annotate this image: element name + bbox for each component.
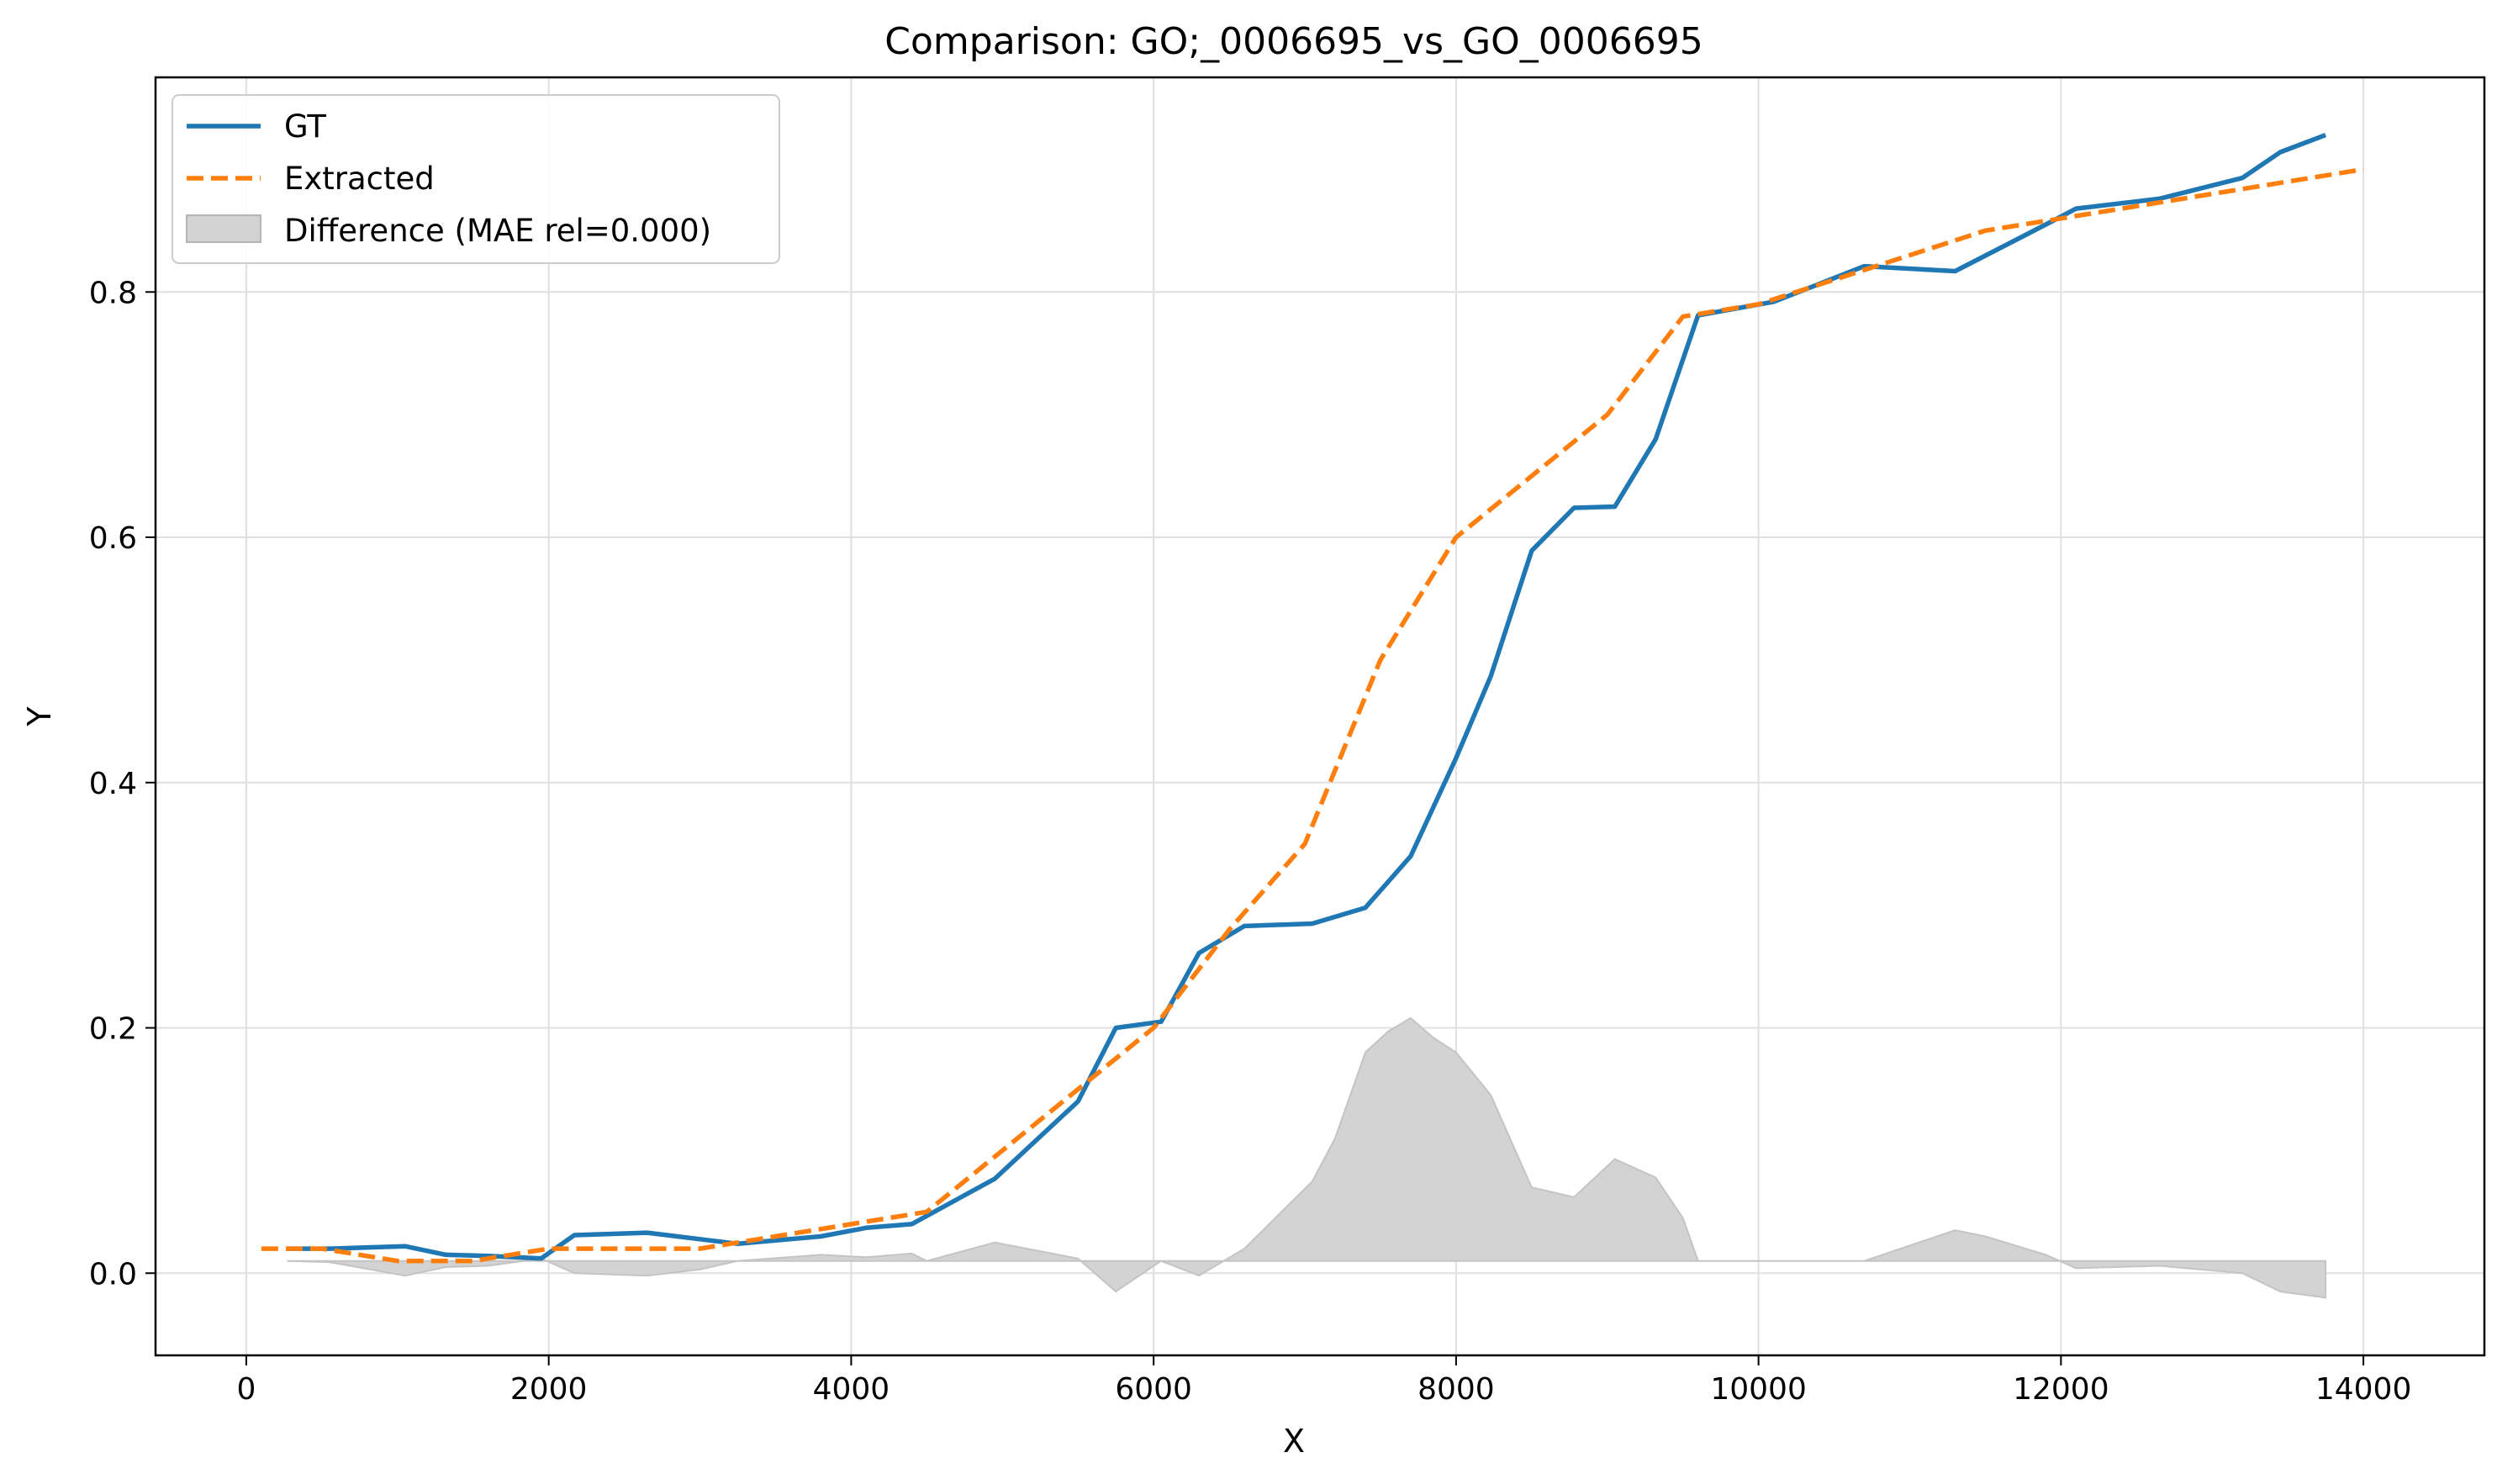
legend: GT Extracted Difference (MAE rel=0.000)	[172, 94, 780, 264]
x-tick-label: 12000	[2013, 1372, 2109, 1407]
legend-gt-label: GT	[284, 108, 326, 145]
plot-frame	[154, 76, 2486, 1357]
x-tick-label: 4000	[813, 1372, 890, 1407]
x-tick-label: 2000	[510, 1372, 588, 1407]
y-tick-label: 0.2	[89, 1012, 137, 1047]
difference-area	[287, 1017, 2327, 1299]
y-tick-label: 0.8	[89, 276, 137, 310]
legend-box	[172, 94, 780, 264]
tick-layer: 0 2000 4000 6000 8000 10000 12000 14000 0.0 0.2 0.…	[89, 276, 2412, 1407]
x-tick-label: 8000	[1417, 1372, 1495, 1407]
difference-area-layer	[287, 1017, 2327, 1299]
x-tick-label: 14000	[2315, 1372, 2412, 1407]
chart-title: Comparison: GO;_0006695_vs_GO_0006695	[884, 20, 1702, 63]
legend-difference-label: Difference (MAE rel=0.000)	[284, 213, 711, 249]
gt-series-line	[287, 133, 2327, 1261]
y-tick-label: 0.4	[89, 767, 137, 801]
x-axis-label: X	[1283, 1423, 1305, 1460]
x-tick-label: 10000	[1710, 1372, 1807, 1407]
y-axis-label: Y	[21, 706, 58, 727]
series-line-layer	[261, 133, 2364, 1264]
y-tick-label: 0.0	[89, 1257, 137, 1291]
extracted-series-line	[261, 166, 2364, 1264]
legend-difference-swatch	[186, 214, 261, 243]
x-tick-label: 0	[236, 1372, 256, 1407]
legend-extracted-label: Extracted	[284, 161, 435, 197]
y-tick-label: 0.6	[89, 521, 137, 556]
x-tick-label: 6000	[1115, 1372, 1192, 1407]
grid-layer	[156, 77, 2484, 1355]
